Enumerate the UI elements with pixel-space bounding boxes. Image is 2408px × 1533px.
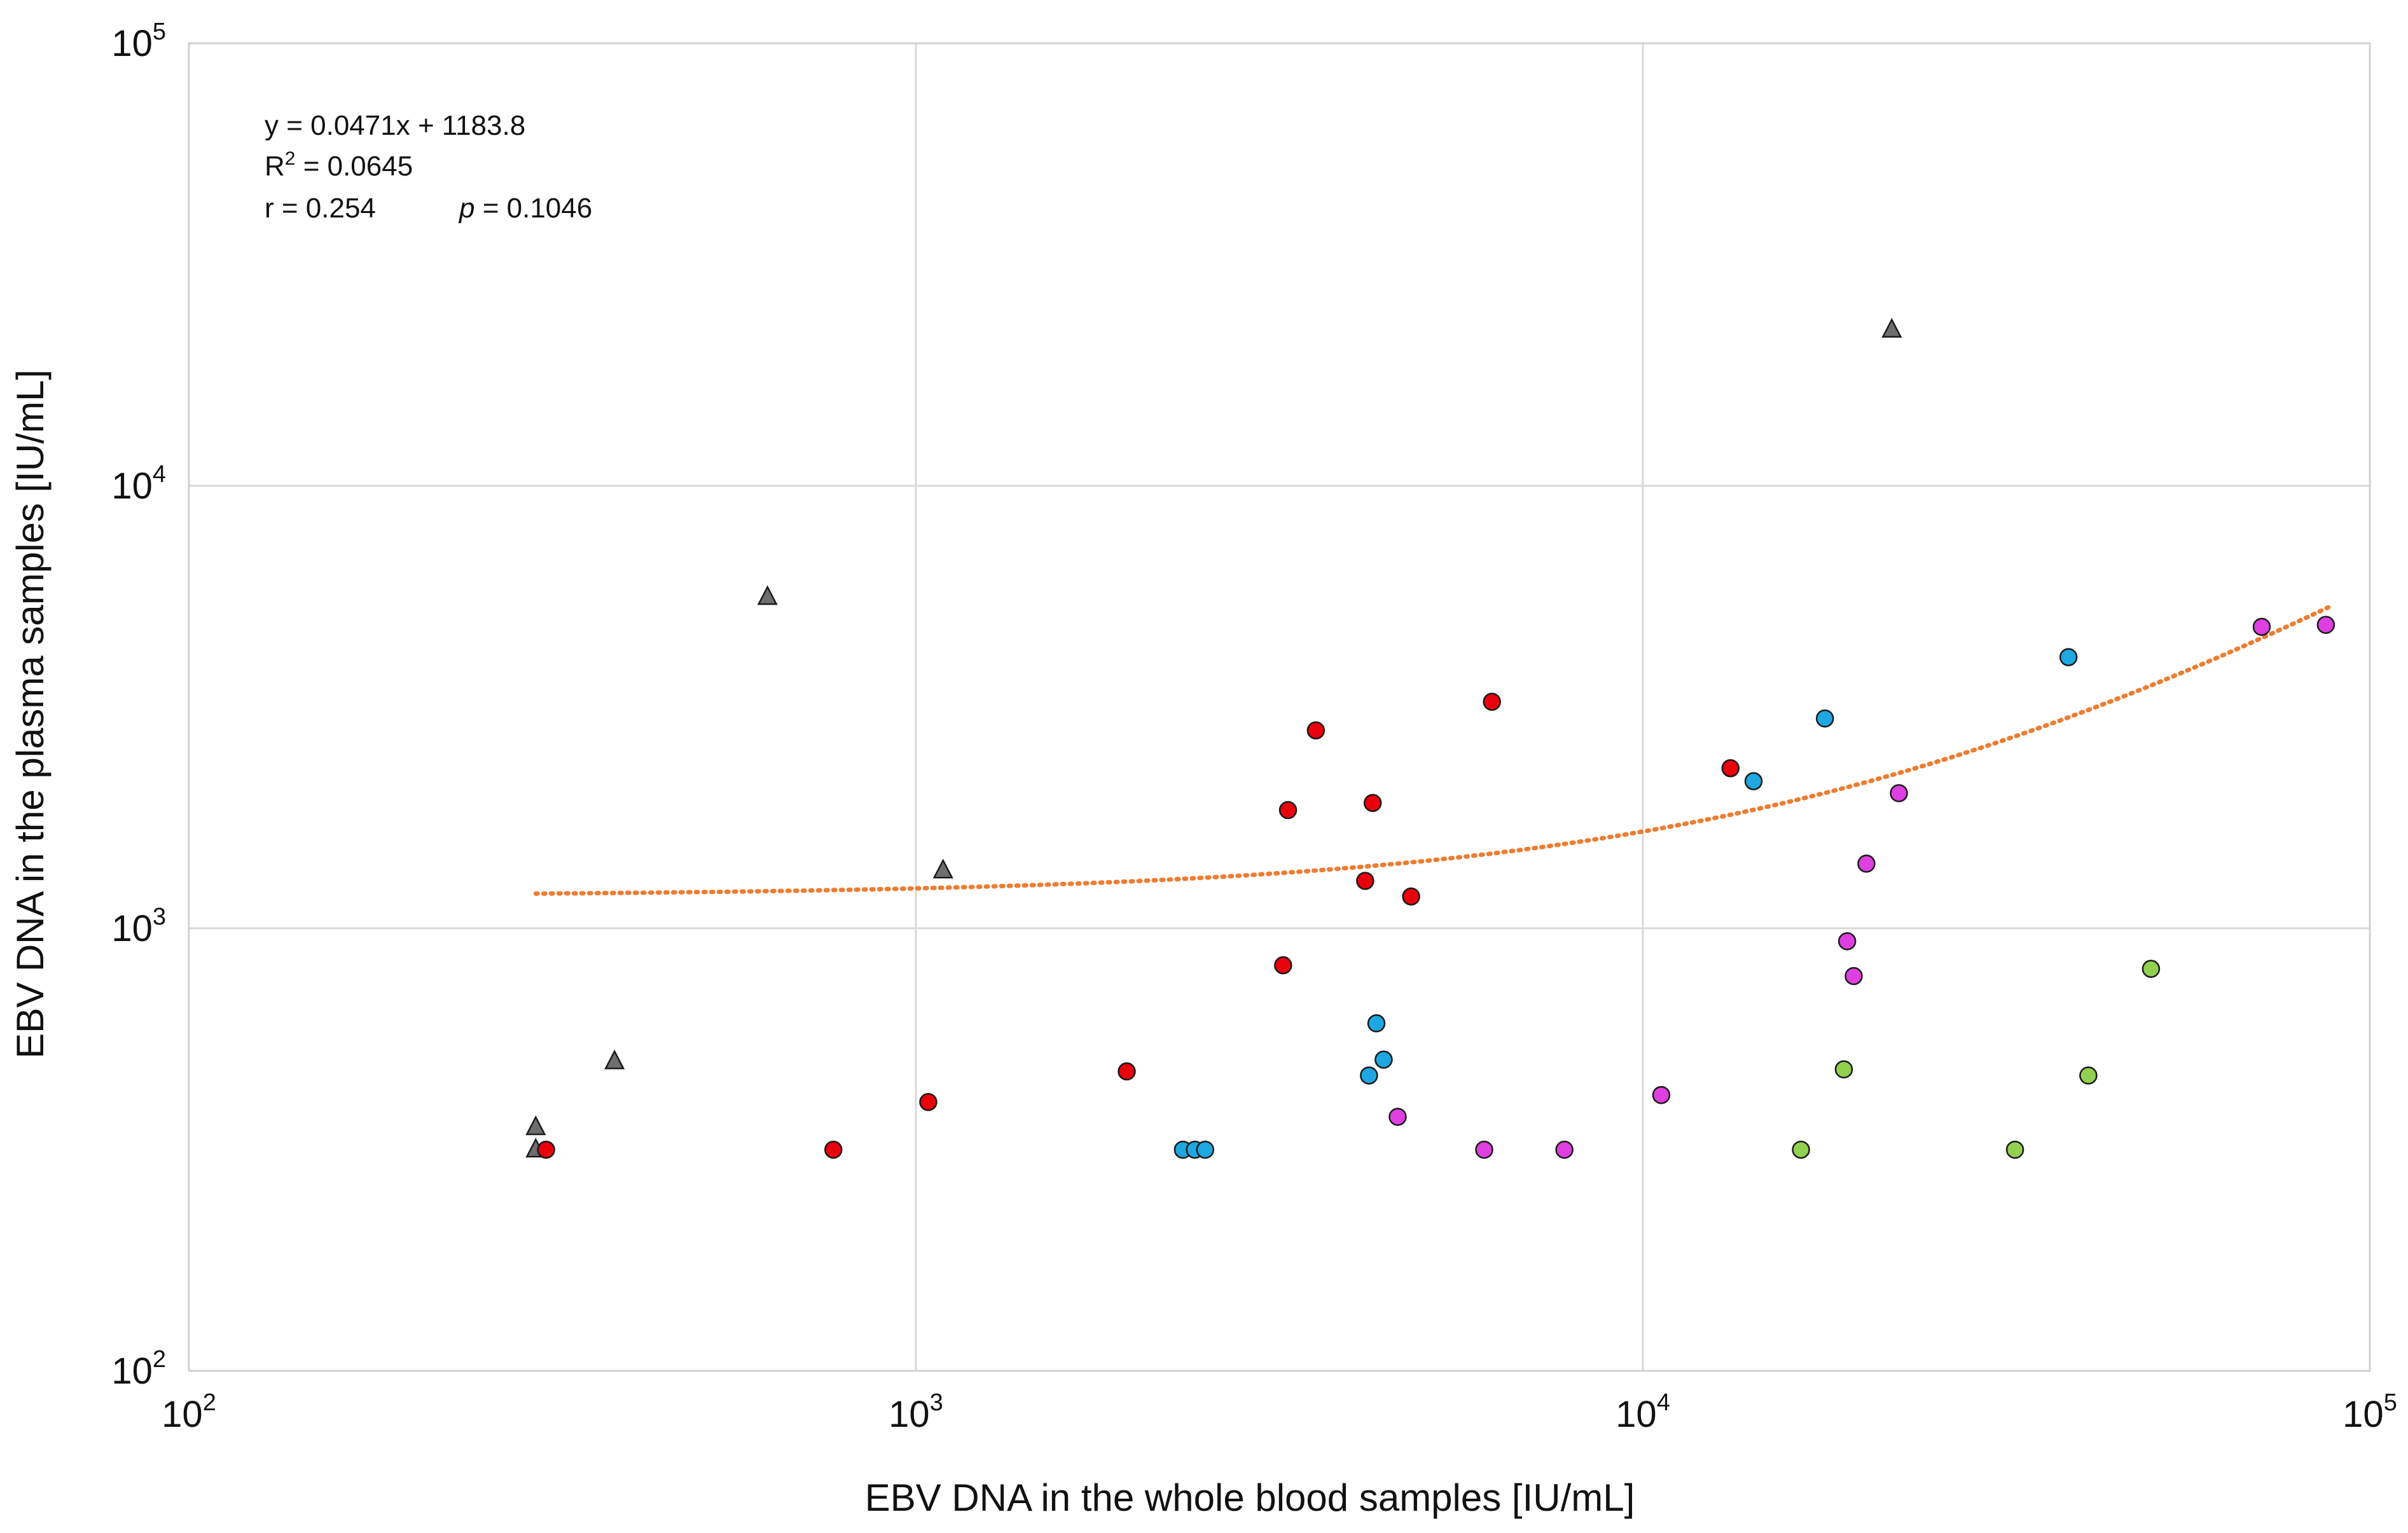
tick-base: 10 [2342, 1394, 2384, 1435]
tick-base: 10 [889, 1394, 930, 1435]
data-point-circle [2079, 1066, 2098, 1085]
data-point-triangle [604, 1049, 625, 1069]
series-magenta-circles [1388, 615, 2335, 1159]
data-point-circle [1890, 784, 1908, 802]
r2-prefix: R [265, 151, 285, 182]
tick-exponent: 3 [153, 904, 166, 930]
data-point-circle [1857, 855, 1876, 873]
r2-superscript: 2 [285, 148, 296, 169]
data-point-circle [1475, 1140, 1493, 1159]
tick-base: 10 [111, 908, 153, 949]
data-point-circle [2005, 1140, 2024, 1159]
y-tick-label: 105 [111, 18, 166, 64]
data-point-triangle [525, 1115, 546, 1136]
data-point-circle [1555, 1140, 1574, 1159]
x-tick-label: 102 [162, 1389, 216, 1435]
y-axis-label: EBV DNA in the plasma samples [IU/mL] [9, 369, 52, 1059]
data-point-circle [1196, 1140, 1215, 1159]
data-point-triangle [932, 858, 953, 879]
data-point-circle [1402, 887, 1420, 906]
annotation-equation: y = 0.0471x + 1183.8 [265, 110, 525, 141]
series-red-circles [537, 692, 1740, 1159]
data-point-circle [1360, 1066, 1378, 1085]
data-point-circle [1363, 794, 1382, 813]
x-tick-label: 103 [889, 1389, 943, 1435]
data-point-circle [1815, 709, 1834, 728]
data-point-circle [1278, 801, 1297, 820]
data-point-circle [919, 1092, 938, 1111]
tick-exponent: 2 [153, 1346, 166, 1373]
y-tick-label: 102 [111, 1346, 166, 1392]
x-tick-label: 104 [1616, 1389, 1670, 1435]
trendline [533, 604, 2332, 896]
data-point-circle [1118, 1062, 1136, 1081]
tick-exponent: 5 [153, 18, 166, 45]
data-point-circle [1834, 1060, 1853, 1079]
tick-exponent: 4 [1657, 1389, 1670, 1416]
data-point-circle [1652, 1085, 1671, 1104]
data-point-circle [824, 1140, 843, 1159]
y-tick-label: 104 [111, 461, 166, 507]
data-point-circle [1367, 1014, 1386, 1033]
p-value: = 0.1046 [474, 193, 592, 224]
data-point-circle [1374, 1050, 1393, 1069]
data-point-circle [1792, 1140, 1810, 1159]
x-axis-label: EBV DNA in the whole blood samples [IU/m… [865, 1476, 1635, 1519]
data-point-circle [1721, 759, 1740, 778]
data-point-triangle [757, 585, 778, 605]
data-point-circle [2252, 617, 2271, 636]
data-point-triangle [1881, 318, 1902, 338]
annotation-r: r = 0.254 [265, 193, 376, 224]
series-blue-circles [1173, 648, 2078, 1159]
plot-area-frame [188, 42, 2371, 1372]
data-point-circle [1483, 692, 1501, 711]
data-point-circle [2059, 648, 2078, 666]
tick-base: 10 [162, 1394, 203, 1435]
tick-exponent: 3 [930, 1389, 943, 1416]
tick-exponent: 2 [203, 1389, 216, 1416]
data-point-circle [2142, 959, 2161, 978]
y-tick-label: 103 [111, 904, 166, 949]
data-points [525, 318, 2335, 1159]
data-point-circle [1388, 1108, 1407, 1126]
trendline-path [533, 604, 2332, 896]
tick-base: 10 [111, 23, 153, 64]
data-point-circle [1744, 772, 1763, 790]
r2-value: = 0.0645 [295, 151, 413, 182]
annotation-r-squared: R2 = 0.0645 [265, 148, 413, 182]
tick-base: 10 [111, 1351, 153, 1392]
annotation-p-value: p = 0.1046 [458, 193, 592, 224]
data-point-circle [2316, 615, 2335, 634]
p-label: p [458, 193, 474, 224]
data-point-circle [1274, 956, 1292, 975]
data-point-circle [1306, 721, 1325, 740]
data-point-circle [1837, 932, 1857, 951]
tick-base: 10 [111, 465, 153, 507]
tick-base: 10 [1616, 1394, 1657, 1435]
data-point-circle [1356, 872, 1374, 890]
tick-exponent: 4 [153, 461, 166, 488]
x-tick-label: 105 [2342, 1389, 2397, 1435]
series-green-circles [1792, 959, 2161, 1159]
data-point-circle [1844, 966, 1863, 986]
tick-exponent: 5 [2384, 1389, 2397, 1416]
data-point-circle [537, 1140, 555, 1159]
